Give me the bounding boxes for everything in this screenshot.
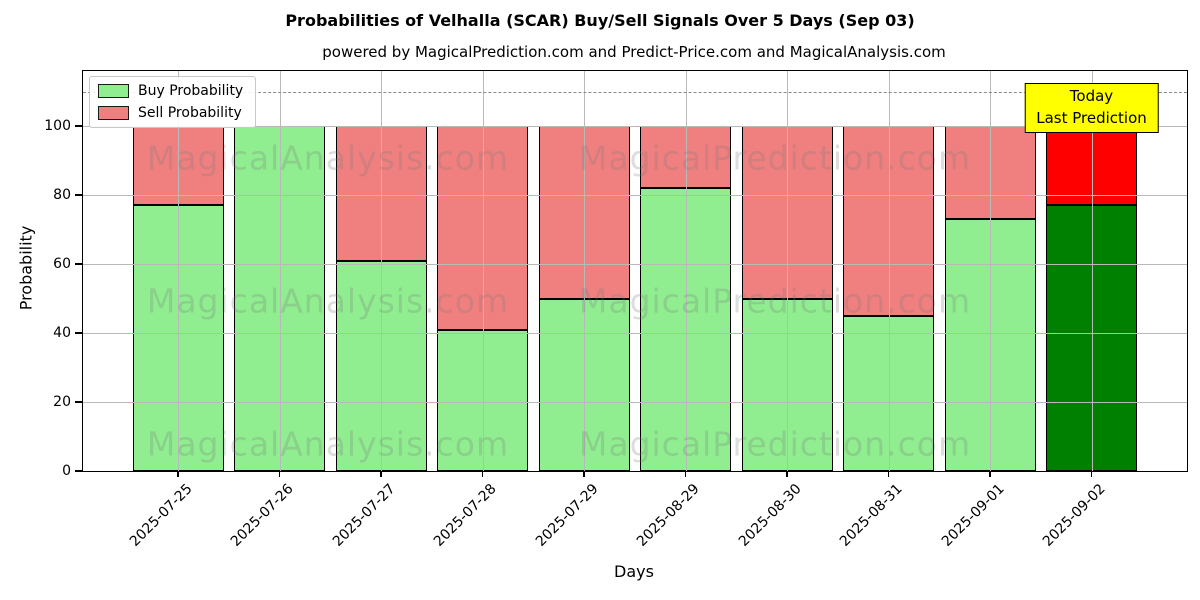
- v-gridline-6: [787, 71, 788, 471]
- h-gridline-40: [83, 333, 1187, 335]
- v-gridline-0: [178, 71, 179, 471]
- x-tick-0: [177, 471, 179, 477]
- chart-title: Probabilities of Velhalla (SCAR) Buy/Sel…: [285, 11, 915, 30]
- y-tick-60: [75, 263, 82, 265]
- y-tick-label-60: 60: [53, 256, 71, 273]
- v-gridline-5: [685, 71, 687, 471]
- h-gridline-20: [83, 402, 1187, 404]
- y-tick-label-20: 20: [53, 394, 71, 411]
- y-tick-label-0: 0: [62, 463, 71, 479]
- legend-item-sell: Sell Probability: [98, 105, 243, 121]
- x-tick-3: [481, 471, 484, 477]
- x-tick-7: [887, 471, 890, 477]
- h-gridline-80: [83, 195, 1187, 197]
- v-gridline-1: [279, 71, 281, 471]
- x-tick-label-8: 2025-09-01: [938, 481, 1008, 550]
- h-gridline-60: [83, 264, 1187, 266]
- y-tick-20: [75, 401, 82, 403]
- v-gridline-8: [990, 71, 991, 471]
- x-tick-label-1: 2025-07-26: [227, 481, 297, 550]
- x-tick-label-2: 2025-07-27: [329, 481, 399, 550]
- legend-label-sell: Sell Probability: [138, 105, 242, 121]
- sell-probability-swatch: [98, 106, 129, 120]
- y-tick-80: [75, 194, 82, 196]
- y-tick-label-100: 100: [44, 118, 71, 135]
- y-tick-100: [75, 125, 82, 127]
- v-gridline-4: [584, 71, 585, 471]
- x-tick-5: [684, 471, 687, 477]
- x-tick-label-9: 2025-09-02: [1039, 481, 1109, 550]
- legend-label-buy: Buy Probability: [138, 83, 244, 99]
- h-gridline-100: [83, 126, 1187, 128]
- x-tick-2: [380, 471, 382, 477]
- dashed-threshold-line: [83, 91, 1187, 93]
- watermark-text: MagicalAnalysis.com: [146, 281, 510, 321]
- x-tick-label-0: 2025-07-25: [126, 481, 196, 550]
- today-annotation-line2: Last Prediction: [1036, 108, 1147, 127]
- watermark-text: MagicalAnalysis.com: [146, 138, 510, 178]
- legend: Buy Probability Sell Probability: [89, 76, 257, 128]
- x-tick-8: [989, 471, 991, 477]
- watermark-text: MagicalPrediction.com: [578, 138, 972, 178]
- chart-subtitle: powered by MagicalPrediction.com and Pre…: [322, 43, 946, 61]
- y-tick-0: [75, 470, 82, 472]
- y-tick-label-80: 80: [53, 187, 71, 204]
- buy-probability-swatch: [98, 84, 129, 98]
- y-tick-40: [75, 332, 82, 334]
- x-tick-9: [1090, 471, 1093, 477]
- x-tick-label-7: 2025-08-31: [836, 481, 906, 550]
- x-tick-label-6: 2025-08-30: [735, 481, 805, 550]
- watermark-text: MagicalPrediction.com: [578, 424, 972, 464]
- v-gridline-2: [381, 71, 382, 471]
- x-tick-6: [786, 471, 788, 477]
- plot-area: Buy Probability Sell Probability Today L…: [44, 70, 1188, 550]
- y-tick-label-40: 40: [53, 325, 71, 342]
- x-tick-label-4: 2025-07-29: [532, 481, 602, 550]
- x-tick-4: [583, 471, 585, 477]
- x-tick-1: [278, 471, 281, 477]
- x-tick-label-3: 2025-07-28: [430, 481, 500, 550]
- today-annotation-line1: Today: [1069, 87, 1114, 105]
- v-gridline-3: [482, 71, 484, 471]
- legend-item-buy: Buy Probability: [98, 83, 243, 99]
- v-gridline-9: [1091, 71, 1093, 471]
- x-tick-label-5: 2025-08-29: [633, 481, 703, 550]
- v-gridline-7: [888, 71, 890, 471]
- watermark-text: MagicalAnalysis.com: [146, 424, 510, 464]
- watermark-text: MagicalPrediction.com: [578, 281, 972, 321]
- x-axis-label: Days: [614, 562, 654, 581]
- today-annotation: Today Last Prediction: [1024, 83, 1159, 133]
